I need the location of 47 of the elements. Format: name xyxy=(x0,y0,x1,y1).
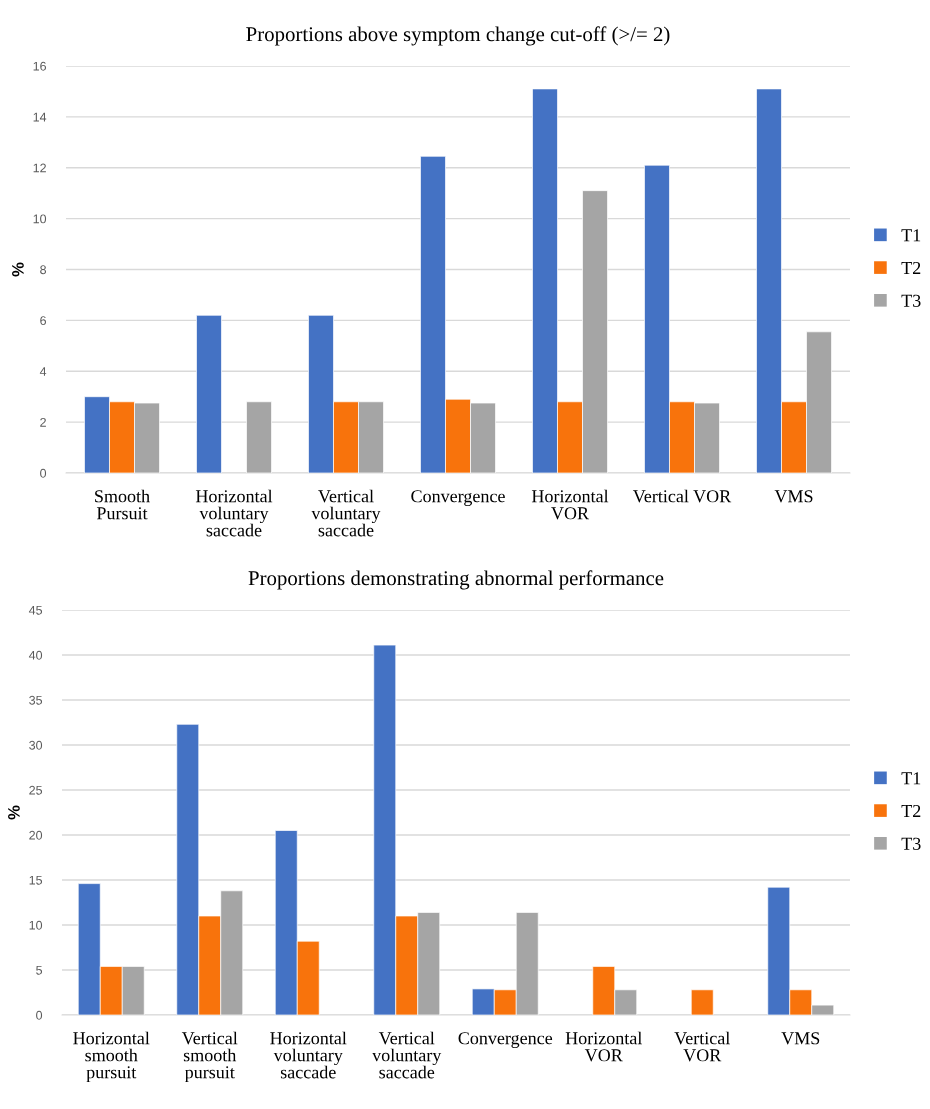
x-tick-label: Convergence xyxy=(411,490,505,507)
y-tick-label: 40 xyxy=(28,650,43,660)
chart-title: Proportions demonstrating abnormal performance xyxy=(248,570,664,590)
x-tick-label: Horizontal voluntary saccade xyxy=(195,489,273,537)
y-tick-label: 20 xyxy=(29,830,43,840)
y-tick-label: 10 xyxy=(33,214,47,224)
bar xyxy=(690,989,714,1015)
y-tick-label: 5 xyxy=(36,965,43,975)
x-tick-label: Vertical voluntary saccade xyxy=(311,489,381,537)
y-tick-label: 30 xyxy=(29,740,43,750)
y-tick-label: 12 xyxy=(33,163,46,173)
y-tick-label: 14 xyxy=(33,112,47,122)
y-tick-label: 15 xyxy=(29,875,43,885)
y-tick-label: 45 xyxy=(28,605,43,615)
x-tick-label: Vertical smooth pursuit xyxy=(181,1031,238,1083)
legend-label: T2 xyxy=(901,261,921,274)
x-tick-label: Horizontal smooth pursuit xyxy=(73,1031,150,1083)
x-tick-label: Horizontal voluntary saccade xyxy=(270,1031,347,1079)
x-tick-label: Vertical VOR xyxy=(674,1031,730,1062)
y-axis-title: % xyxy=(12,262,24,277)
x-tick-label: Horizontal VOR xyxy=(565,1031,642,1062)
y-tick-label: 2 xyxy=(40,417,46,427)
y-tick-label: 16 xyxy=(33,61,47,71)
y-tick-label: 35 xyxy=(29,695,43,705)
legend-label: T1 xyxy=(901,229,921,242)
legend-label: T2 xyxy=(901,804,921,817)
legend-label: T3 xyxy=(901,294,921,307)
y-tick-label: 0 xyxy=(36,1010,43,1020)
x-tick-label: VMS xyxy=(781,1032,820,1045)
legend-label: T3 xyxy=(901,837,921,850)
y-tick-label: 8 xyxy=(40,265,47,275)
y-tick-label: 10 xyxy=(29,920,43,930)
y-tick-label: 4 xyxy=(39,367,47,376)
bar xyxy=(246,401,272,473)
legend-label: T1 xyxy=(901,772,921,785)
x-tick-label: Convergence xyxy=(458,1032,553,1049)
x-tick-label: Vertical VOR xyxy=(632,489,732,503)
x-tick-label: VMS xyxy=(774,490,813,503)
x-tick-label: Vertical voluntary saccade xyxy=(372,1031,442,1079)
x-tick-label: Horizontal VOR xyxy=(531,489,609,520)
x-tick-label: Smooth Pursuit xyxy=(95,489,150,520)
y-axis-title: % xyxy=(8,805,20,820)
bar xyxy=(196,314,222,473)
y-tick-label: 0 xyxy=(40,468,47,478)
chart-title: Proportions above symptom change cut-off (>/= 2) xyxy=(246,26,670,46)
y-tick-label: 25 xyxy=(29,785,43,795)
y-tick-label: 6 xyxy=(40,316,47,326)
